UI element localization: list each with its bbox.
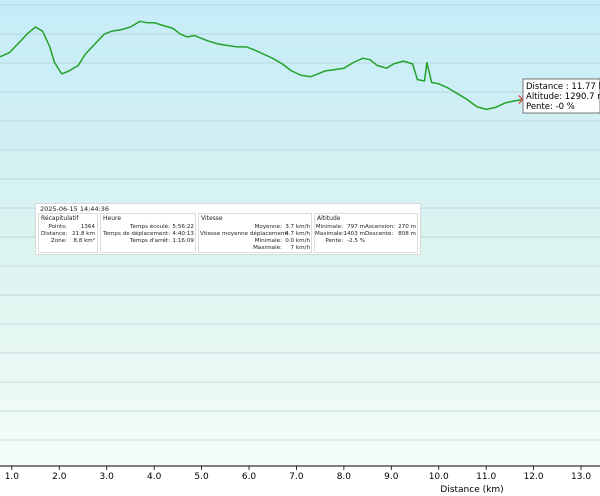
x-tick-label: 12.0 [524, 472, 544, 482]
altitude-title: Altitude [317, 215, 341, 222]
tooltip-distance: Distance : 11.77 km [526, 82, 600, 92]
speed-value: 7 km/h [290, 245, 310, 251]
x-axis-ticks: 1.0 2.0 3.0 4.0 5.0 6.0 7.0 8.0 9.0 10.0 11.0 12.0 1… [5, 466, 591, 482]
altitude-value: -2.5 % [346, 238, 365, 244]
speed-value: 0.0 km/h [285, 238, 310, 244]
recap-title: Récapitulatif [41, 215, 79, 222]
altitude-label: Pente: [325, 238, 343, 244]
hover-tooltip: Distance : 11.77 km Altitude: 1290.7 m P… [522, 78, 600, 114]
x-tick-label: 13.0 [571, 472, 591, 482]
altitude-value: 1403 m [343, 231, 365, 237]
altitude-value: 270 m [398, 224, 416, 230]
speed-label: Maximale: [253, 245, 282, 251]
time-value: 1:16:09 [172, 238, 194, 244]
altitude-label: Maximale: [315, 231, 344, 237]
series-layer [0, 20, 600, 111]
time-title: Heure [103, 215, 122, 222]
time-value: 5:56:22 [172, 224, 194, 230]
x-tick-label: 2.0 [52, 472, 67, 482]
speed-title: Vitesse [201, 215, 223, 222]
speed-value: 4.7 km/h [285, 231, 310, 237]
recap-label: Points: [48, 224, 67, 230]
speed-label: Moyenne: [254, 224, 282, 230]
speed-group: Vitesse Moyenne: 3.7 km/h Vitesse moyenn… [198, 213, 312, 253]
altitude-value: 797 m [347, 224, 365, 230]
time-label: Temps d'arrêt: [129, 238, 170, 244]
tooltip-altitude: Altitude: 1290.7 m [526, 92, 600, 102]
time-group: Heure Temps écoulé: 5:56:22 Temps de dép… [100, 213, 196, 253]
altitude-value: 808 m [398, 231, 416, 237]
x-tick-label: 6.0 [242, 472, 257, 482]
recap-label: Zone: [50, 238, 67, 244]
altitude-label: Descente: [365, 231, 394, 237]
recap-label: Distance: [41, 231, 68, 237]
tooltip-slope: Pente: -0 % [526, 102, 575, 112]
x-tick-label: 8.0 [337, 472, 352, 482]
recap-group: Récapitulatif Points: 1364 Distance: 21.… [38, 213, 98, 253]
x-tick-label: 7.0 [289, 472, 304, 482]
tooltip-box [522, 78, 600, 114]
x-tick-label: 11.0 [476, 472, 496, 482]
x-tick-label: 4.0 [147, 472, 162, 482]
altitude-group: Altitude Minimale: 797 m Maximale: 1403 … [314, 213, 418, 253]
x-tick-label: 10.0 [429, 472, 449, 482]
x-tick-label: 1.0 [5, 472, 20, 482]
recap-value: 8.8 km² [73, 238, 95, 244]
time-label: Temps écoulé: [130, 224, 170, 230]
speed-value: 3.7 km/h [285, 224, 310, 230]
time-label: Temps de déplacement: [103, 231, 170, 237]
speed-label: Vitesse moyenne déplacement: [200, 231, 289, 237]
summary-timestamp: 2025-06-15 14:44:36 [40, 205, 110, 213]
recap-value: 1364 [80, 224, 95, 230]
altitude-label: Minimale: [315, 224, 343, 230]
altitude-series-line [0, 20, 600, 111]
time-value: 4:40:13 [172, 231, 194, 237]
recap-value: 21.8 km [72, 231, 95, 237]
summary-panel: 2025-06-15 14:44:36 Récapitulatif Points… [35, 203, 421, 255]
x-tick-label: 9.0 [384, 472, 399, 482]
speed-label: Minimale: [254, 238, 282, 244]
x-tick-label: 5.0 [194, 472, 209, 482]
x-tick-label: 3.0 [100, 472, 115, 482]
altitude-label: Ascension: [365, 224, 396, 230]
x-axis-title: Distance (km) [440, 485, 503, 495]
